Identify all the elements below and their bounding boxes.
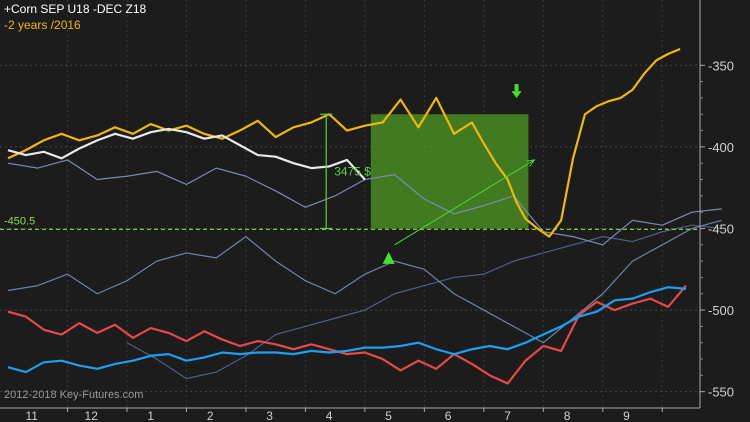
series-line-0 bbox=[7, 127, 366, 181]
watermark: 2012-2018 Key-Futures.com bbox=[4, 389, 144, 401]
legend-label-history: -2 years /2016 bbox=[4, 18, 81, 32]
y-axis: -350 -400 -450 -500 -550 bbox=[699, 0, 734, 408]
x-tick-label: 6 bbox=[445, 409, 452, 422]
trend-arrow-line bbox=[394, 159, 535, 246]
series-line-1 bbox=[7, 47, 681, 238]
series-line-6 bbox=[7, 286, 687, 374]
markers-layer bbox=[382, 84, 536, 264]
x-tick-label: 4 bbox=[326, 409, 333, 422]
x-tick-label: 3 bbox=[266, 409, 273, 422]
x-tick-label: 8 bbox=[564, 409, 571, 422]
x-tick-label: 7 bbox=[504, 409, 511, 422]
y-tick-label: -500 bbox=[708, 303, 734, 318]
series-line-3 bbox=[7, 219, 722, 344]
reference-line-label: -450.5 bbox=[4, 215, 35, 227]
series-layer bbox=[7, 47, 722, 385]
legend-entry-history: -2 years /2016 bbox=[4, 18, 81, 33]
up-arrow-marker bbox=[382, 251, 395, 264]
legend-entry-spread: +Corn SEP U18 -DEC Z18 bbox=[4, 2, 146, 17]
measure-label: 3475 $ bbox=[334, 164, 371, 178]
measure-annotation: 3475 $ bbox=[320, 113, 371, 230]
horizontal-gridlines bbox=[0, 64, 700, 393]
x-tick-label: 11 bbox=[26, 409, 39, 422]
y-tick-label: -450 bbox=[708, 221, 734, 236]
series-line-4 bbox=[126, 224, 722, 380]
y-tick-label: -350 bbox=[708, 58, 734, 73]
down-arrow-marker bbox=[511, 91, 522, 99]
x-tick-label: 9 bbox=[623, 409, 630, 422]
x-tick-label: 1 bbox=[147, 409, 154, 422]
trend-arrow-head bbox=[526, 159, 536, 167]
x-axis: 11 12 1 2 3 4 5 6 7 8 9 bbox=[0, 407, 700, 422]
y-tick-label: -400 bbox=[708, 140, 734, 155]
legend-label-spread: +Corn SEP U18 -DEC Z18 bbox=[4, 2, 147, 16]
x-tick-label: 5 bbox=[385, 409, 392, 422]
x-tick-label: 12 bbox=[85, 409, 99, 422]
y-tick-label: -550 bbox=[708, 385, 734, 400]
series-line-5 bbox=[7, 284, 687, 385]
down-arrow-stem bbox=[514, 84, 519, 92]
x-tick-label: 2 bbox=[207, 409, 214, 422]
